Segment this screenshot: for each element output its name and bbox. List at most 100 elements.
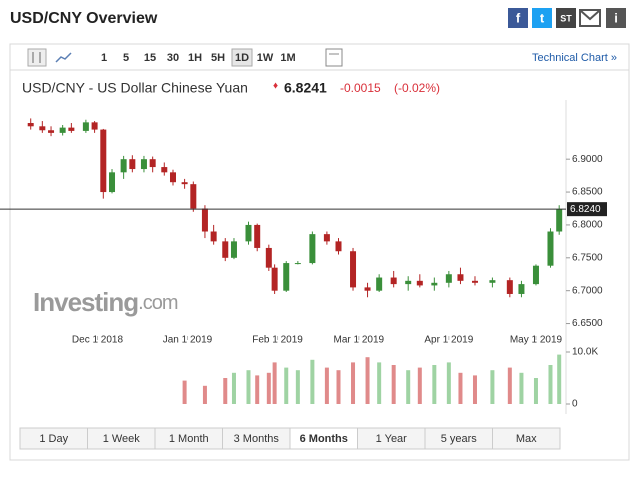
- title: USD/CNY Overview: [10, 10, 158, 27]
- share-icon[interactable]: [556, 8, 576, 28]
- candle-body: [506, 280, 513, 294]
- candle-body: [27, 123, 34, 127]
- candle-body: [431, 282, 438, 286]
- volume-bar: [266, 372, 271, 404]
- y-tick-label: 6.8500: [572, 187, 603, 198]
- candle-body: [547, 231, 554, 266]
- volume-bar: [417, 367, 422, 404]
- share-icon-label[interactable]: t: [540, 10, 545, 25]
- volume-bar: [507, 367, 512, 404]
- quote-name: USD/CNY - US Dollar Chinese Yuan: [22, 80, 248, 96]
- watermark: Investing.com: [33, 287, 178, 317]
- volume-bar: [202, 385, 207, 404]
- volume-bar: [458, 372, 463, 404]
- candle-body: [471, 280, 478, 283]
- candle-body: [283, 263, 290, 291]
- y-tick-label: 6.7500: [572, 252, 603, 263]
- volume-bar: [351, 362, 356, 404]
- candle-body: [222, 241, 229, 258]
- watermark-brand: Investing: [33, 287, 138, 317]
- candle-body: [489, 280, 496, 283]
- candle-body: [335, 241, 342, 252]
- candle-body: [364, 287, 371, 291]
- volume-bar: [533, 378, 538, 404]
- interval-button[interactable]: 1D: [235, 52, 249, 64]
- mail-icon-flap: [580, 10, 600, 21]
- range-tab[interactable]: [492, 427, 561, 450]
- volume-bar: [490, 370, 495, 404]
- candle-body: [518, 284, 525, 294]
- candle-body: [390, 277, 397, 285]
- y-tick-label: 6.9000: [572, 154, 603, 165]
- candle-body: [82, 122, 89, 131]
- candle-body: [416, 280, 423, 286]
- share-icon[interactable]: [532, 8, 552, 28]
- quote-change-pct: (-0.02%): [394, 81, 440, 95]
- volume-bar: [557, 354, 562, 404]
- share-icon-label[interactable]: f: [516, 10, 521, 25]
- interval-button[interactable]: 15: [144, 52, 156, 64]
- volume-bar: [336, 370, 341, 404]
- volume-bar: [432, 365, 437, 404]
- range-tab-label[interactable]: Max: [516, 433, 537, 445]
- volume-bar: [446, 362, 451, 404]
- volume-bar: [295, 370, 300, 404]
- volume-bar: [231, 372, 236, 404]
- candle-body: [129, 159, 136, 170]
- interval-button[interactable]: 5H: [211, 52, 225, 64]
- price-label-box: [567, 202, 607, 217]
- candle-body: [161, 167, 168, 173]
- share-icon[interactable]: [508, 8, 528, 28]
- interval-button[interactable]: 30: [167, 52, 179, 64]
- widget-border: [9, 43, 630, 461]
- candle-icon[interactable]: [27, 48, 47, 67]
- candle-body: [48, 130, 55, 133]
- candle-body: [140, 159, 147, 170]
- range-tab-label[interactable]: 3 Months: [234, 433, 280, 445]
- x-tick-label: Jan 1 2019: [163, 335, 213, 346]
- quote-last: 6.8241: [284, 80, 327, 96]
- interval-button[interactable]: 1H: [188, 52, 202, 64]
- range-tab-label[interactable]: 1 Week: [103, 433, 141, 445]
- x-tick-label: Feb 1 2019: [252, 335, 303, 346]
- price-label: 6.8240: [570, 204, 601, 215]
- candle-body: [230, 241, 237, 258]
- candle-body: [120, 159, 127, 173]
- range-tab-label[interactable]: 6 Months: [300, 433, 348, 445]
- x-tick-label: Dec 1 2018: [72, 335, 124, 346]
- settings-icon[interactable]: [325, 48, 343, 67]
- share-icon[interactable]: [606, 8, 626, 28]
- range-tab-label[interactable]: 1 Year: [376, 433, 408, 445]
- candle-body: [149, 159, 156, 168]
- chart-type-icons[interactable]: [27, 48, 72, 67]
- share-icon-label[interactable]: i: [614, 10, 618, 25]
- volume-bar: [182, 380, 187, 404]
- watermark-suffix: .com: [138, 292, 178, 314]
- interval-button[interactable]: 1M: [280, 52, 295, 64]
- technical-chart-link[interactable]: Technical Chart »: [532, 52, 617, 64]
- candle-body: [169, 172, 176, 183]
- candle-body: [39, 126, 46, 131]
- interval-button[interactable]: 1: [101, 52, 107, 64]
- candle-body: [91, 122, 98, 130]
- candle-body: [445, 274, 452, 283]
- range-tab-label[interactable]: 1 Day: [39, 433, 68, 445]
- volume-bar: [272, 362, 277, 404]
- share-icon-label[interactable]: ST: [560, 13, 572, 23]
- candle-body: [100, 129, 107, 193]
- range-tab-label[interactable]: 1 Month: [169, 433, 209, 445]
- y-tick-label: 6.6500: [572, 318, 603, 329]
- volume-bar: [255, 375, 260, 404]
- interval-button[interactable]: 1W: [257, 52, 274, 64]
- candle-body: [190, 184, 197, 209]
- volume-bar: [324, 367, 329, 404]
- candle-body: [405, 280, 412, 285]
- range-tab-label[interactable]: 5 years: [441, 433, 478, 445]
- candle-body: [376, 277, 383, 291]
- interval-button[interactable]: 5: [123, 52, 129, 64]
- volume-bar: [223, 378, 228, 404]
- volume-bar: [391, 365, 396, 404]
- x-tick-label: Mar 1 2019: [334, 335, 385, 346]
- candle-body: [245, 224, 252, 242]
- line-icon[interactable]: [55, 52, 72, 63]
